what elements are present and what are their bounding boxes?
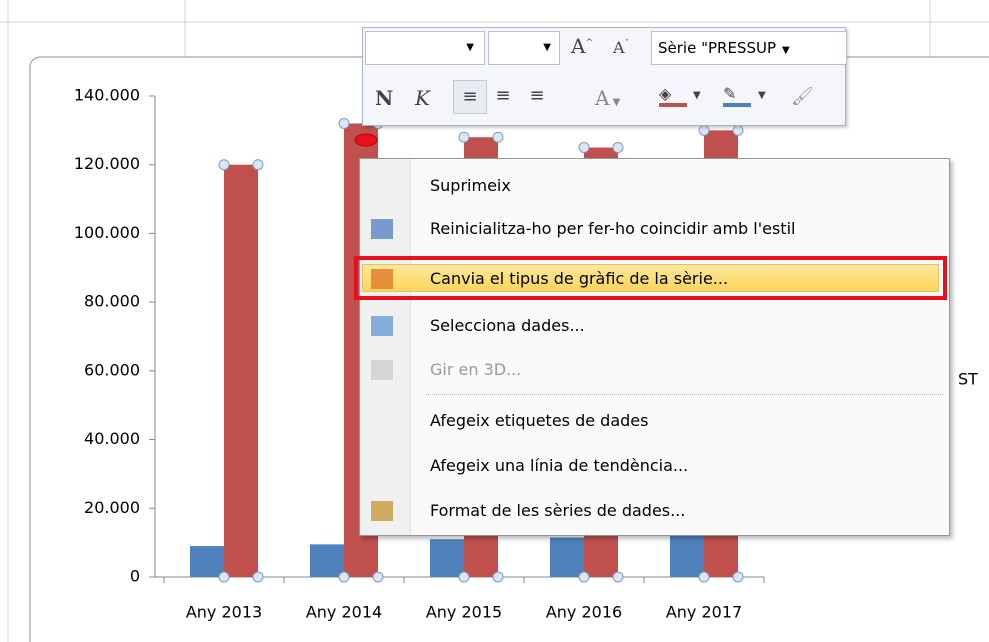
menu-icon (371, 316, 393, 336)
bar (430, 539, 464, 577)
x-tick-label: Any 2015 (426, 603, 502, 622)
align-center[interactable]: ≡ (495, 85, 511, 106)
font-box[interactable]: ▼ (365, 31, 485, 65)
selection-handle (578, 571, 590, 583)
font-color[interactable]: A ▼ (595, 86, 621, 110)
menu-item[interactable]: Afegeix etiquetes de dades (430, 411, 649, 430)
menu-icon (371, 269, 393, 289)
x-tick-label: Any 2013 (186, 603, 262, 622)
align-left[interactable]: ≡ (453, 80, 487, 114)
click-marker (354, 133, 378, 147)
x-tick-label: Any 2017 (666, 603, 742, 622)
selection-handle (252, 159, 264, 171)
selection-handle (578, 142, 590, 154)
italic[interactable]: K (415, 86, 430, 110)
bar (670, 535, 704, 577)
menu-item[interactable]: Afegeix una línia de tendència... (430, 456, 689, 475)
x-tick-label: Any 2016 (546, 603, 622, 622)
menu-item: Gir en 3D... (430, 360, 522, 379)
menu-item[interactable]: Selecciona dades... (430, 316, 585, 335)
selection-handle (732, 124, 744, 136)
align-right[interactable]: ≡ (529, 85, 545, 106)
selection-handle (492, 571, 504, 583)
menu-item[interactable]: Canvia el tipus de gràfic de la sèrie... (430, 269, 729, 288)
mini-toolbar: ▼ ▼ A^ Aˇ Sèrie "PRESSUP ▼ N K ≡ ≡ ≡ A ▼ … (362, 27, 847, 126)
menu-item[interactable]: Format de les sèries de dades... (430, 501, 686, 520)
menu-item[interactable]: Suprimeix (430, 176, 511, 195)
menu-icon (371, 219, 393, 239)
bar (190, 546, 224, 577)
format-painter[interactable]: 🖌 (791, 86, 814, 107)
dropdown[interactable]: ▼ (693, 90, 701, 101)
outline-color[interactable]: ✎ (723, 84, 751, 107)
y-tick-label: 60.000 (84, 360, 140, 379)
selection-handle (458, 571, 470, 583)
y-tick-label: 20.000 (84, 498, 140, 517)
selection-handle (492, 131, 504, 143)
menu-gutter (360, 159, 411, 535)
selection-handle (612, 571, 624, 583)
bar (310, 544, 344, 577)
y-tick-label: 140.000 (74, 86, 140, 105)
y-tick-label: 0 (130, 567, 140, 586)
selection-handle (252, 571, 264, 583)
grow-font[interactable]: A^ (571, 34, 593, 58)
selection-handle (372, 571, 384, 583)
menu-icon (371, 501, 393, 521)
legend-fragment: ST (958, 370, 978, 389)
y-tick-label: 100.000 (74, 223, 140, 242)
dropdown[interactable]: ▼ (758, 90, 766, 101)
selection-handle (218, 159, 230, 171)
y-tick-label: 40.000 (84, 429, 140, 448)
selector-text: Sèrie "PRESSUP (658, 39, 776, 57)
selection-handle (698, 124, 710, 136)
shrink-font[interactable]: Aˇ (613, 38, 630, 57)
selection-handle (732, 571, 744, 583)
selection-handle (338, 571, 350, 583)
selection-handle (458, 131, 470, 143)
series-selector[interactable]: Sèrie "PRESSUP ▼ (651, 31, 847, 65)
bold[interactable]: N (375, 86, 394, 110)
bar (224, 164, 258, 577)
selection-handle (338, 117, 350, 129)
fill-color[interactable]: ◈ (659, 84, 687, 107)
context-menu: Suprimeix Reinicialitza-ho per fer-ho coi… (354, 158, 950, 536)
bar (550, 537, 584, 577)
y-tick-label: 120.000 (74, 154, 140, 173)
size-box[interactable]: ▼ (488, 31, 560, 65)
menu-separator (426, 394, 943, 395)
highlight (354, 256, 947, 300)
x-tick-label: Any 2014 (306, 603, 382, 622)
y-tick-label: 80.000 (84, 292, 140, 311)
selection-handle (698, 571, 710, 583)
selection-handle (612, 142, 624, 154)
menu-item[interactable]: Reinicialitza-ho per fer-ho coincidir am… (430, 219, 796, 238)
menu-icon (371, 360, 393, 380)
selection-handle (218, 571, 230, 583)
